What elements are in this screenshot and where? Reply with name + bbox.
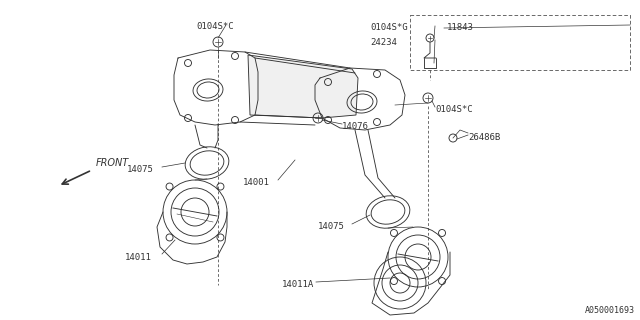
Polygon shape xyxy=(248,55,358,118)
Text: 14001: 14001 xyxy=(243,178,270,187)
Text: 11843: 11843 xyxy=(447,23,474,32)
Text: 0104S*C: 0104S*C xyxy=(435,105,472,114)
Text: 14075: 14075 xyxy=(127,165,154,174)
Bar xyxy=(410,15,630,70)
Text: 14011: 14011 xyxy=(125,253,152,262)
Text: 0104S*C: 0104S*C xyxy=(196,22,234,31)
Text: 14075: 14075 xyxy=(318,222,345,231)
Text: 0104S*G: 0104S*G xyxy=(370,23,408,32)
Text: 24234: 24234 xyxy=(370,38,397,47)
Text: A050001693: A050001693 xyxy=(585,306,635,315)
Text: 14011A: 14011A xyxy=(282,280,314,289)
Text: 14076: 14076 xyxy=(342,122,369,131)
Text: 26486B: 26486B xyxy=(468,133,500,142)
Text: FRONT: FRONT xyxy=(96,158,129,168)
